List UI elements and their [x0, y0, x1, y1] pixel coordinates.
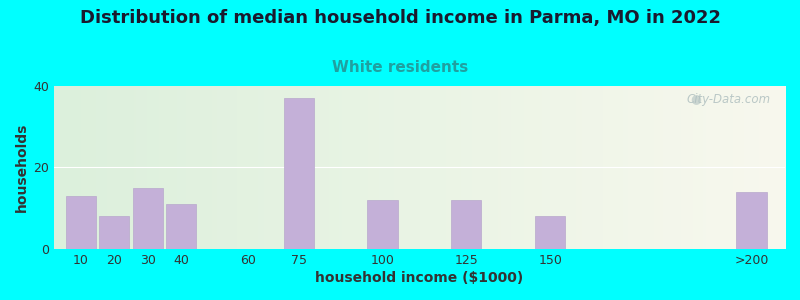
Text: Distribution of median household income in Parma, MO in 2022: Distribution of median household income … [79, 9, 721, 27]
Bar [736, 192, 766, 249]
Bar [99, 216, 130, 249]
Bar [451, 200, 482, 249]
Bar [166, 204, 197, 249]
Bar [535, 216, 566, 249]
Bar [66, 196, 96, 249]
Y-axis label: households: households [15, 123, 29, 212]
Bar [284, 98, 314, 249]
Text: White residents: White residents [332, 60, 468, 75]
Bar [133, 188, 163, 249]
X-axis label: household income ($1000): household income ($1000) [315, 271, 523, 285]
Text: ●: ● [690, 92, 701, 106]
Text: City-Data.com: City-Data.com [686, 92, 770, 106]
Bar [367, 200, 398, 249]
